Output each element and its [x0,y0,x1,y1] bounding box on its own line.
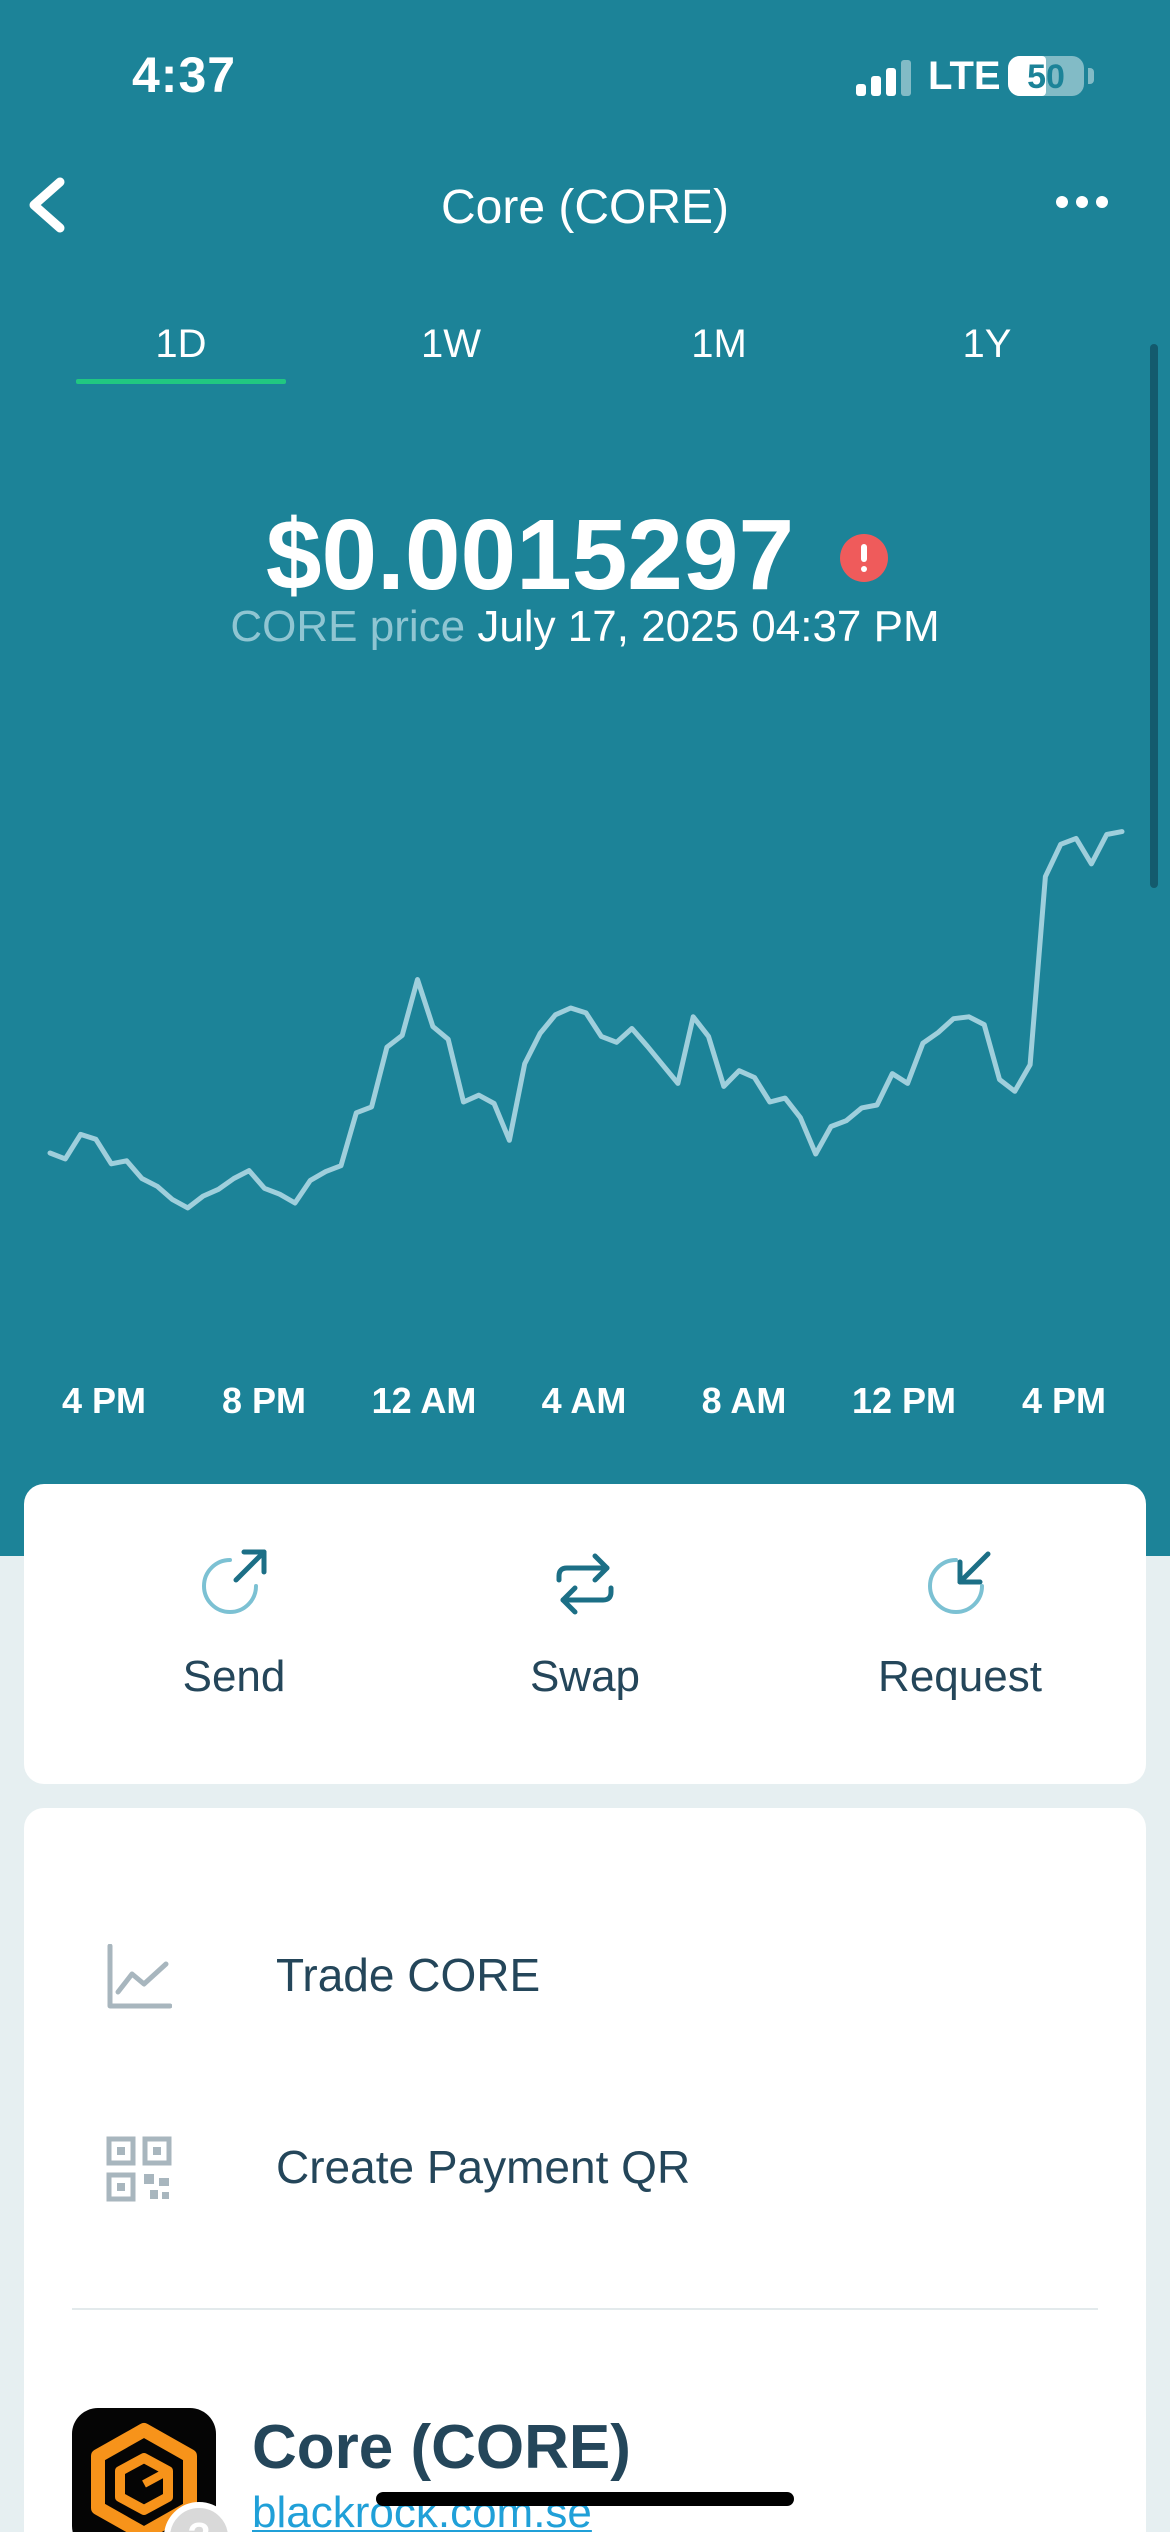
send-button[interactable]: Send [104,1544,364,1702]
create-payment-qr-label: Create Payment QR [276,2141,691,2193]
x-tick-label: 4 PM [1021,1380,1107,1421]
request-label: Request [878,1652,1042,1701]
page-title: Core (CORE) [440,181,730,234]
x-tick-label: 12 PM [851,1380,957,1421]
price-header [0,0,1170,1556]
swap-button[interactable]: Swap [455,1544,715,1702]
create-payment-qr-item[interactable]: Create Payment QR [84,2108,1084,2228]
qr-code-icon [106,2136,172,2202]
trade-core-label: Trade CORE [276,1949,541,2001]
current-price: $0.0015297 [265,499,795,611]
range-tabs: 1D 1W 1M 1Y [76,316,1096,392]
battery-icon: 50 [1008,56,1084,96]
network-type: LTE [928,54,1001,98]
swap-label: Swap [529,1652,641,1701]
price-chart[interactable] [0,800,1170,1320]
x-tick-label: 12 AM [371,1380,477,1421]
scroll-indicator [1150,344,1158,888]
token-name: Core (CORE) [252,2413,631,2482]
trade-core-item[interactable]: Trade CORE [84,1916,1084,2036]
price-line [47,829,1125,1211]
request-arrow-icon [928,1551,991,1614]
trend-chart-icon [107,1944,172,2009]
request-button[interactable]: Request [830,1544,1090,1702]
divider [72,2308,1098,2310]
tab-1d[interactable]: 1D [76,316,286,392]
send-label: Send [182,1652,286,1701]
tab-1w[interactable]: 1W [421,322,481,366]
x-tick-label: 4 PM [61,1380,147,1421]
price-symbol: CORE [230,602,358,651]
signal-strength-icon [856,60,916,96]
chevron-left-icon[interactable] [20,170,80,240]
tab-1m[interactable]: 1M [691,322,747,366]
ellipsis-icon[interactable] [1056,196,1116,218]
core-hexagon-logo-icon [72,2408,216,2532]
battery-tip [1088,68,1094,84]
send-arrow-icon [202,1549,267,1614]
swap-icon [556,1553,614,1615]
actions-card: Send Swap Request [24,1484,1146,1784]
alert-icon[interactable] [840,534,888,582]
options-card: Trade CORE Create Payment QR [24,1808,1146,2532]
x-tick-label: 8 AM [701,1380,787,1421]
price-timestamp: July 17, 2025 04:37 PM [477,602,940,651]
tab-1y[interactable]: 1Y [962,322,1012,366]
price-caption: CORE price July 17, 2025 04:37 PM [0,602,1170,652]
battery-percent: 50 [1027,58,1065,96]
status-time: 4:37 [132,47,237,103]
x-tick-label: 8 PM [221,1380,307,1421]
home-indicator[interactable] [376,2492,794,2506]
price-word: price [369,602,466,651]
battery-level [1008,56,1046,96]
x-tick-label: 4 AM [541,1380,627,1421]
